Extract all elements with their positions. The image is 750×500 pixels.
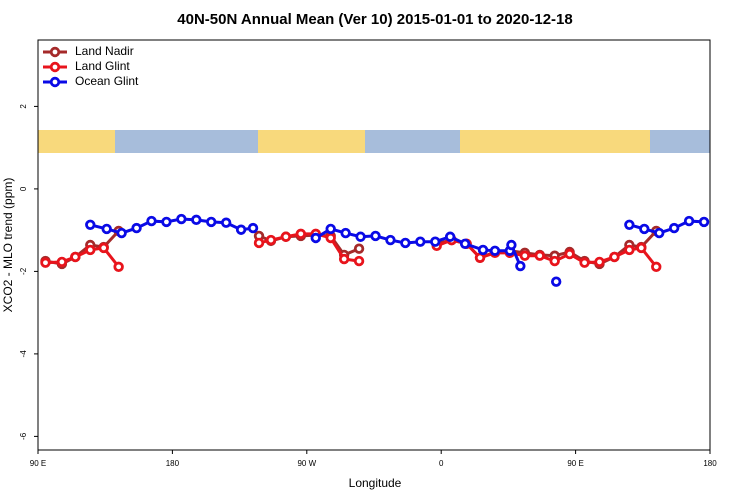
data-point: [310, 232, 321, 244]
data-point: [698, 216, 710, 228]
data-point: [85, 244, 96, 256]
x-tick-label: 90 E: [567, 459, 583, 468]
legend-marker: [49, 61, 61, 73]
y-tick-label: 2: [19, 104, 28, 109]
data-point: [594, 256, 605, 268]
data-point: [609, 251, 620, 263]
legend-marker: [49, 46, 61, 58]
data-point: [400, 237, 411, 249]
data-point: [459, 238, 471, 249]
data-point: [101, 223, 112, 235]
data-point: [651, 261, 662, 273]
data-point: [489, 245, 501, 256]
data-point: [549, 255, 560, 267]
data-point: [624, 244, 635, 256]
data-point: [191, 214, 202, 226]
data-point: [295, 228, 307, 240]
data-point: [220, 217, 232, 228]
x-tick-label: 90 W: [297, 459, 316, 468]
plot-frame: [37, 39, 711, 451]
y-tick-label: 0: [19, 186, 28, 191]
data-point: [534, 250, 545, 261]
data-point: [98, 242, 109, 254]
data-point: [40, 257, 51, 268]
data-point: [235, 224, 247, 235]
data-point: [506, 239, 517, 251]
y-tick-label: -4: [19, 350, 28, 358]
data-point: [430, 236, 441, 247]
data-point: [370, 230, 381, 242]
data-point: [338, 253, 350, 265]
data-point: [56, 256, 68, 268]
x-axis-label: Longitude: [349, 476, 402, 490]
x-tick-label: 90 E: [30, 459, 46, 468]
legend-label: Land Nadir: [75, 44, 134, 58]
data-point: [206, 216, 217, 228]
data-point: [325, 223, 336, 235]
data-point: [564, 248, 575, 260]
data-point: [444, 231, 456, 242]
data-point: [385, 234, 396, 246]
legend-label: Ocean Glint: [75, 74, 139, 88]
data-point: [85, 219, 96, 230]
x-tick-label: 0: [439, 459, 444, 468]
legend-label: Land Glint: [75, 59, 130, 73]
data-point: [639, 223, 650, 235]
y-tick-label: -2: [19, 267, 28, 275]
data-point: [325, 232, 336, 244]
data-point: [654, 227, 665, 239]
data-point: [355, 231, 366, 242]
x-tick-label: 180: [166, 459, 180, 468]
data-point: [353, 255, 365, 267]
data-point: [624, 219, 635, 230]
y-axis-label: XCO2 - MLO trend (ppm): [1, 178, 15, 313]
data-point: [253, 237, 265, 249]
data-point: [116, 227, 127, 239]
data-point: [353, 243, 365, 254]
data-point: [477, 244, 489, 256]
data-point: [176, 213, 187, 225]
x-tick-label: 180: [703, 459, 717, 468]
chart-title: 40N-50N Annual Mean (Ver 10) 2015-01-01 …: [177, 11, 572, 28]
data-point: [550, 276, 562, 287]
data-point: [113, 261, 124, 273]
data-point: [340, 227, 351, 239]
data-point: [636, 242, 647, 254]
data-point: [161, 216, 172, 228]
data-point: [247, 222, 259, 234]
data-point: [515, 260, 526, 272]
legend-marker: [49, 76, 61, 88]
data-point: [683, 215, 695, 227]
data-point: [146, 215, 157, 227]
data-point: [70, 251, 81, 263]
data-point: [519, 250, 531, 261]
map-strip: [38, 130, 710, 153]
data-point: [668, 222, 680, 234]
series-line: [314, 227, 522, 267]
data-point: [131, 222, 142, 234]
data-point: [415, 236, 426, 247]
data-point: [280, 231, 292, 242]
series-line: [436, 238, 658, 268]
data-point: [265, 234, 277, 246]
data-point: [579, 257, 590, 268]
y-tick-label: -6: [19, 432, 28, 440]
